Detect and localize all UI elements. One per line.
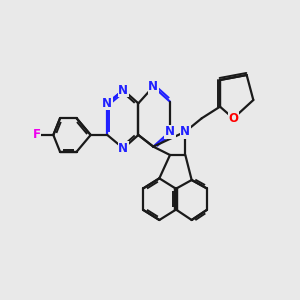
- Text: O: O: [228, 112, 238, 125]
- Text: N: N: [148, 80, 158, 93]
- Text: F: F: [33, 128, 41, 142]
- Text: N: N: [118, 83, 128, 97]
- Text: N: N: [180, 125, 190, 138]
- Text: N: N: [102, 97, 112, 110]
- Text: N: N: [118, 142, 128, 155]
- Text: N: N: [165, 125, 175, 138]
